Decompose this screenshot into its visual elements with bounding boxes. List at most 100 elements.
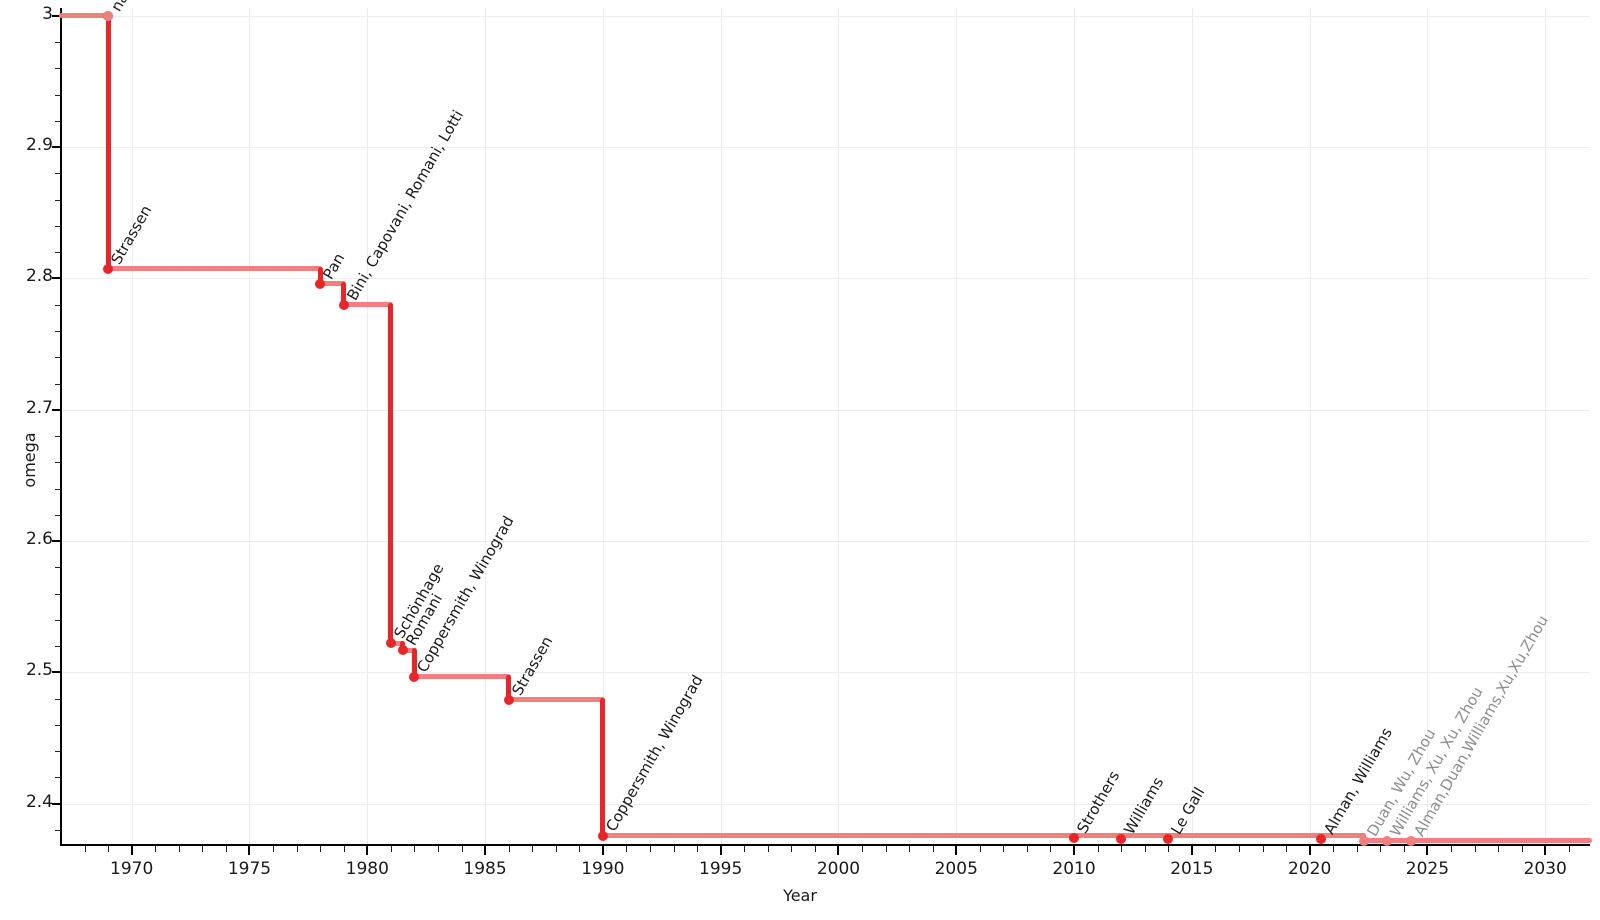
y-tick-minor bbox=[55, 304, 61, 306]
x-tick-minor bbox=[932, 846, 934, 852]
y-tick-minor bbox=[55, 330, 61, 332]
x-tick-minor bbox=[296, 846, 298, 852]
x-tick-minor bbox=[979, 846, 981, 852]
x-tick-minor bbox=[744, 846, 746, 852]
y-tick-minor bbox=[55, 829, 61, 831]
x-tick-label: 1970 bbox=[110, 859, 154, 879]
x-axis-spine bbox=[60, 844, 1590, 846]
x-tick-minor bbox=[862, 846, 864, 852]
x-tick-minor bbox=[649, 846, 651, 852]
gridline-vertical bbox=[249, 8, 251, 846]
x-tick-label: 2005 bbox=[934, 859, 978, 879]
y-tick-minor bbox=[55, 94, 61, 96]
y-tick-label: 3 bbox=[42, 3, 53, 24]
x-tick-label: 1995 bbox=[699, 859, 743, 879]
y-tick-major bbox=[52, 146, 61, 149]
y-tick-minor bbox=[55, 199, 61, 201]
x-tick-minor bbox=[1356, 846, 1358, 852]
x-tick-label: 2020 bbox=[1288, 859, 1332, 879]
x-tick-minor bbox=[320, 846, 322, 852]
y-tick-minor bbox=[55, 751, 61, 753]
x-tick-minor bbox=[1568, 846, 1570, 852]
x-tick-minor bbox=[437, 846, 439, 852]
step-segment-vertical bbox=[388, 302, 394, 646]
step-segment-horizontal bbox=[600, 833, 1077, 839]
x-tick-minor bbox=[814, 846, 816, 852]
x-tick-minor bbox=[885, 846, 887, 852]
x-tick-minor bbox=[1097, 846, 1099, 852]
x-tick-label: 2025 bbox=[1405, 859, 1450, 879]
y-tick-major bbox=[52, 408, 61, 411]
y-tick-minor bbox=[55, 488, 61, 490]
step-segment-horizontal bbox=[1166, 833, 1324, 839]
x-tick-minor bbox=[1262, 846, 1264, 852]
x-tick-minor bbox=[108, 846, 110, 852]
step-segment-vertical bbox=[506, 674, 512, 702]
x-tick-major bbox=[1073, 846, 1076, 855]
y-tick-label: 2.9 bbox=[25, 135, 53, 156]
x-tick-minor bbox=[1003, 846, 1005, 852]
x-tick-minor bbox=[1050, 846, 1052, 852]
x-tick-major bbox=[719, 846, 722, 855]
x-tick-label: 1980 bbox=[345, 859, 389, 879]
x-tick-minor bbox=[673, 846, 675, 852]
x-tick-minor bbox=[202, 846, 204, 852]
step-segment-vertical bbox=[341, 281, 347, 307]
x-tick-minor bbox=[697, 846, 699, 852]
x-tick-minor bbox=[84, 846, 86, 852]
y-axis-title: omega bbox=[20, 432, 40, 488]
x-tick-minor bbox=[767, 846, 769, 852]
step-segment-horizontal bbox=[1361, 838, 1390, 844]
gridline-vertical bbox=[602, 8, 604, 846]
x-tick-label: 1990 bbox=[581, 859, 625, 879]
x-tick-minor bbox=[343, 846, 345, 852]
y-tick-minor bbox=[55, 619, 61, 621]
x-tick-minor bbox=[555, 846, 557, 852]
y-tick-label: 2.8 bbox=[25, 266, 53, 287]
step-segment-horizontal bbox=[400, 647, 417, 653]
y-tick-major bbox=[52, 671, 61, 674]
y-tick-minor bbox=[55, 357, 61, 359]
x-tick-label: 2015 bbox=[1170, 859, 1214, 879]
gridline-horizontal bbox=[62, 147, 1590, 149]
x-tick-minor bbox=[1403, 846, 1405, 852]
gridline-vertical bbox=[1074, 8, 1076, 846]
y-tick-minor bbox=[55, 777, 61, 779]
y-tick-minor bbox=[55, 567, 61, 569]
y-tick-label: 2.6 bbox=[25, 529, 53, 550]
point-annotation: Strassen bbox=[507, 632, 556, 699]
x-tick-major bbox=[366, 846, 369, 855]
y-tick-major bbox=[52, 277, 61, 280]
gridline-vertical bbox=[1309, 8, 1311, 846]
gridline-horizontal bbox=[62, 409, 1590, 411]
data-point-marker bbox=[1116, 834, 1127, 845]
data-point-marker bbox=[397, 645, 408, 656]
step-segment-horizontal bbox=[506, 697, 605, 703]
x-tick-label: 2000 bbox=[816, 859, 861, 879]
data-point-marker bbox=[597, 830, 608, 841]
data-point-marker bbox=[338, 299, 349, 310]
y-tick-minor bbox=[55, 514, 61, 516]
x-tick-major bbox=[837, 846, 840, 855]
step-segment-vertical bbox=[411, 648, 417, 679]
x-tick-label: 2030 bbox=[1523, 859, 1567, 879]
gridline-vertical bbox=[131, 8, 133, 846]
y-tick-minor bbox=[55, 436, 61, 438]
x-tick-major bbox=[955, 846, 958, 855]
step-segment-horizontal bbox=[412, 674, 511, 680]
data-point-marker bbox=[1358, 835, 1369, 846]
x-tick-major bbox=[248, 846, 251, 855]
y-tick-minor bbox=[55, 42, 61, 44]
x-tick-minor bbox=[1380, 846, 1382, 852]
gridline-vertical bbox=[838, 8, 840, 846]
data-point-marker bbox=[103, 263, 114, 274]
step-segment-horizontal bbox=[341, 302, 358, 308]
y-tick-minor bbox=[55, 252, 61, 254]
x-tick-major bbox=[1544, 846, 1547, 855]
step-segment-horizontal bbox=[1119, 833, 1171, 839]
gridline-horizontal bbox=[62, 278, 1590, 280]
x-tick-minor bbox=[1215, 846, 1217, 852]
y-tick-label: 2.5 bbox=[25, 660, 53, 681]
x-tick-minor bbox=[1238, 846, 1240, 852]
